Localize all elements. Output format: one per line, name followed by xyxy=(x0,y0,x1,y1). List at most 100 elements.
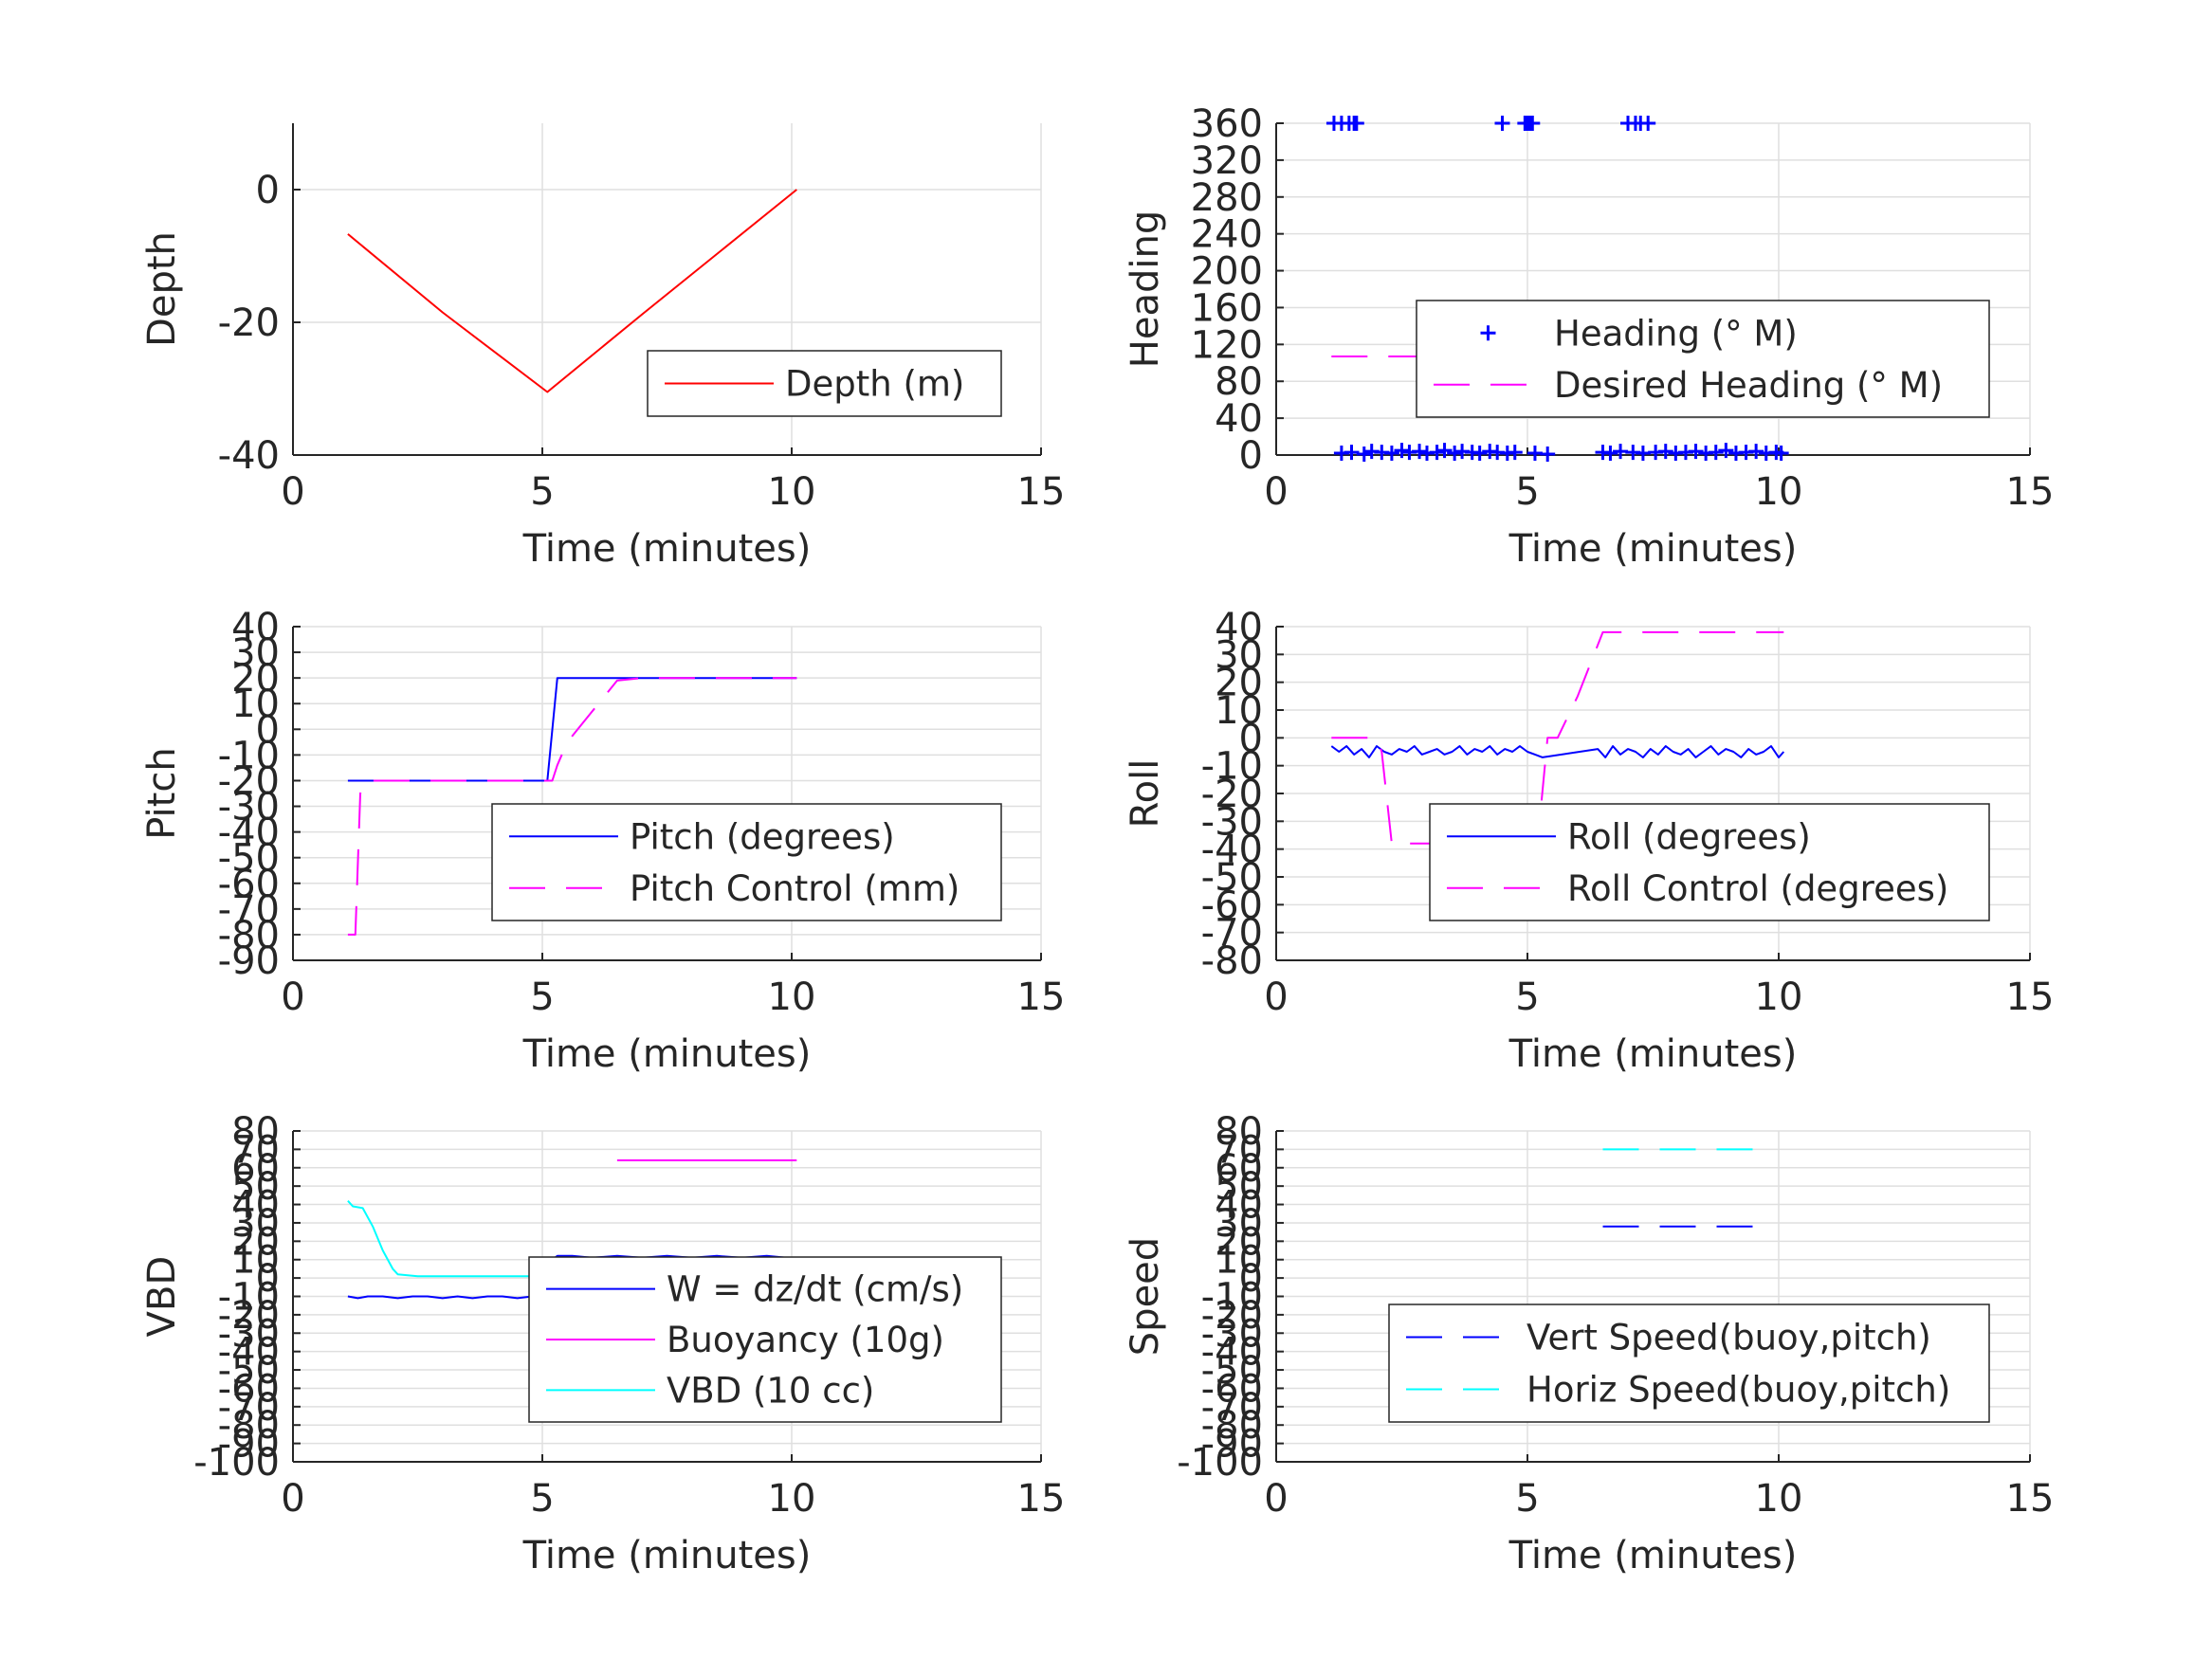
vbd-y-tick-label: 50 xyxy=(231,1165,280,1209)
depth-y-tick-label: 0 xyxy=(256,169,280,212)
heading-y-axis-label: Heading xyxy=(1124,210,1167,368)
speed-y-tick-label: 60 xyxy=(1215,1147,1263,1191)
vbd-y-tick-label: 60 xyxy=(231,1147,280,1191)
roll-y-tick-label: -30 xyxy=(1201,800,1263,844)
heading-x-tick-label: 0 xyxy=(1264,470,1288,514)
depth-y-tick-label: -40 xyxy=(218,434,280,478)
heading-y-tick-label: 40 xyxy=(1215,397,1263,441)
pitch-legend-label: Pitch (degrees) xyxy=(630,816,895,857)
roll-series-roll-degrees-line xyxy=(1330,745,1785,758)
roll-y-tick-label: -40 xyxy=(1201,829,1263,872)
roll-y-tick-label: -70 xyxy=(1201,912,1263,956)
roll-y-axis-label: Roll xyxy=(1124,759,1167,829)
roll-y-tick-label: -10 xyxy=(1201,745,1263,789)
speed-y-tick-label: -70 xyxy=(1201,1386,1263,1430)
vbd-y-tick-label: 20 xyxy=(231,1220,280,1264)
pitch-legend-box xyxy=(491,803,1002,921)
speed-y-axis-label: Speed xyxy=(1124,1237,1167,1356)
heading-legend-box xyxy=(1416,300,1990,418)
speed-y-tick-label: 10 xyxy=(1215,1239,1263,1283)
depth-series-depth-m-line xyxy=(347,189,797,393)
speed-y-tick-label: 70 xyxy=(1215,1128,1263,1172)
speed-y-tick-label: 40 xyxy=(1215,1184,1263,1228)
roll-x-tick-label: 0 xyxy=(1264,975,1288,1019)
vbd-x-tick-label: 10 xyxy=(768,1477,816,1521)
vbd-y-tick-label: -10 xyxy=(218,1276,280,1320)
speed-y-tick-label: -100 xyxy=(1177,1441,1263,1485)
heading-series-heading-m-marker xyxy=(1436,443,1453,459)
vbd-x-tick-label: 5 xyxy=(530,1477,554,1521)
heading-legend-label: Heading (° M) xyxy=(1554,313,1798,354)
pitch-y-tick-label: -80 xyxy=(218,914,280,957)
pitch-y-tick-label: 10 xyxy=(231,683,280,726)
vbd-x-tick-label: 0 xyxy=(281,1477,304,1521)
vbd-y-tick-label: 10 xyxy=(231,1239,280,1283)
heading-legend: Heading (° M) Desired Heading (° M) xyxy=(1416,300,1990,418)
pitch-y-tick-label: 30 xyxy=(231,631,280,675)
vbd-y-tick-label: -30 xyxy=(218,1312,280,1356)
heading-series-heading-m-marker xyxy=(1412,444,1428,460)
heading-series-heading-m-marker xyxy=(1748,444,1764,460)
heading-series-heading-m-marker xyxy=(1640,116,1656,131)
heading-series-heading-m-marker xyxy=(1540,447,1556,463)
roll-y-tick-label: -80 xyxy=(1201,939,1263,983)
speed-y-tick-label: -20 xyxy=(1201,1294,1263,1338)
pitch-y-tick-label: -40 xyxy=(218,811,280,855)
pitch-y-axis-label: Pitch xyxy=(140,747,184,839)
heading-y-tick-label: 160 xyxy=(1191,286,1263,330)
heading-series-heading-m-marker xyxy=(1718,443,1734,459)
heading-x-tick-label: 5 xyxy=(1515,470,1539,514)
pitch-y-tick-label: -60 xyxy=(218,863,280,906)
pitch-legend: Pitch (degrees) Pitch Control (mm) xyxy=(491,803,1002,921)
vbd-y-tick-label: -70 xyxy=(218,1386,280,1430)
pitch-y-tick-label: -70 xyxy=(218,888,280,932)
speed-y-tick-label: -30 xyxy=(1201,1312,1263,1356)
roll-legend-label: Roll (degrees) xyxy=(1567,816,1811,857)
roll-y-tick-label: 30 xyxy=(1215,633,1263,677)
pitch-legend-label: Pitch Control (mm) xyxy=(630,868,960,909)
pitch-y-tick-label: -10 xyxy=(218,734,280,777)
depth-x-tick-label: 15 xyxy=(1017,470,1066,514)
roll-y-tick-label: 20 xyxy=(1215,662,1263,705)
pitch-y-tick-label: -20 xyxy=(218,759,280,803)
speed-y-tick-label: -80 xyxy=(1201,1404,1263,1448)
depth-legend: Depth (m) xyxy=(647,350,1002,417)
roll-panel: 0 5 10 15-80-70-60-50-40-30-20-10010203040T… xyxy=(1124,606,2054,1076)
heading-series-heading-m-marker xyxy=(1447,446,1463,462)
heading-series-heading-m-marker xyxy=(1394,443,1410,459)
pitch-y-tick-label: -90 xyxy=(218,939,280,983)
speed-y-tick-label: -50 xyxy=(1201,1349,1263,1393)
roll-x-tick-label: 10 xyxy=(1755,975,1803,1019)
vbd-x-axis-label: Time (minutes) xyxy=(522,1534,812,1577)
vbd-y-axis-label: VBD xyxy=(140,1256,184,1338)
vbd-legend: W = dz/dt (cm/s) Buoyancy (10g) VBD (10 cc… xyxy=(528,1256,1002,1423)
depth-x-tick-label: 5 xyxy=(530,470,554,514)
heading-y-tick-label: 240 xyxy=(1191,213,1263,257)
depth-panel: 0 5 10 15 -40 -20 0 Time (minutes) Depth Depth (m… xyxy=(140,123,1065,571)
speed-x-tick-label: 10 xyxy=(1755,1477,1803,1521)
roll-y-tick-label: -60 xyxy=(1201,884,1263,927)
roll-y-tick-label: -20 xyxy=(1201,773,1263,816)
pitch-series-pitch-control-mm-line xyxy=(347,677,797,936)
vbd-y-tick-label: -90 xyxy=(218,1423,280,1467)
vbd-y-tick-label: 30 xyxy=(231,1202,280,1246)
depth-x-axis-label: Time (minutes) xyxy=(522,527,812,571)
heading-x-tick-label: 15 xyxy=(2006,470,2055,514)
pitch-y-tick-label: -50 xyxy=(218,837,280,881)
depth-y-tick-label: -20 xyxy=(218,301,280,345)
pitch-y-tick-label: 20 xyxy=(231,657,280,701)
vbd-y-tick-label: 0 xyxy=(256,1257,280,1301)
vbd-y-tick-label: 70 xyxy=(231,1128,280,1172)
heading-series-heading-m-marker xyxy=(1383,446,1399,462)
vbd-y-tick-label: -100 xyxy=(193,1441,280,1485)
speed-y-tick-label: 30 xyxy=(1215,1202,1263,1246)
speed-y-tick-label: -40 xyxy=(1201,1331,1263,1375)
speed-legend-label: Horiz Speed(buoy,pitch) xyxy=(1526,1370,1950,1411)
roll-legend-label: Roll Control (degrees) xyxy=(1567,868,1948,909)
vbd-legend-label: VBD (10 cc) xyxy=(667,1370,874,1411)
speed-panel: 0 5 10 15-100-90-80-70-60-50-40-30-20-10010… xyxy=(1124,1110,2054,1577)
speed-legend: Vert Speed(buoy,pitch) Horiz Speed(buoy,p… xyxy=(1388,1304,1990,1423)
heading-series-heading-m-marker xyxy=(1348,116,1364,131)
vbd-panel: 0 5 10 15-100-90-80-70-60-50-40-30-20-10010… xyxy=(140,1110,1065,1577)
